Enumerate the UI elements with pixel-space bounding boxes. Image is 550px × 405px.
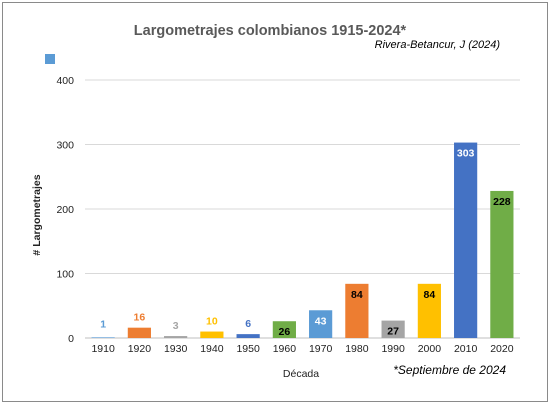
x-axis-label: Década — [283, 368, 319, 380]
bars: 1 16 3 10 6 26 43 84 27 84 303 228 — [91, 142, 514, 338]
bar-1930 — [164, 336, 188, 338]
x-tick-label: 1970 — [309, 343, 333, 355]
bar-1960 — [272, 321, 296, 338]
bar-2000 — [417, 283, 441, 338]
y-axis-ticks: 0 100 200 300 400 — [56, 75, 74, 345]
data-label-1970: 43 — [315, 315, 327, 327]
data-label-1990: 27 — [387, 326, 399, 338]
y-tick-label: 400 — [56, 75, 74, 87]
x-tick-label: 1910 — [91, 343, 115, 355]
y-axis-label: # Largometrajes — [31, 174, 43, 255]
x-tick-label: 1940 — [200, 343, 224, 355]
y-tick-label: 0 — [68, 333, 74, 345]
chart-title: Largometrajes colombianos 1915-2024* — [134, 23, 407, 39]
data-label-1980: 84 — [351, 289, 363, 301]
legend-marker — [45, 54, 55, 64]
footnote: *Septiembre de 2024 — [393, 363, 506, 377]
x-tick-label: 1960 — [273, 343, 297, 355]
bar-1970 — [309, 310, 333, 338]
x-tick-label: 2010 — [454, 343, 478, 355]
gridlines — [85, 79, 520, 339]
data-label-1950: 6 — [245, 318, 251, 330]
data-label-1940: 10 — [206, 316, 218, 328]
y-tick-label: 300 — [56, 140, 74, 152]
x-tick-label: 1930 — [164, 343, 188, 355]
bar-2020 — [490, 190, 514, 338]
bar-2010 — [454, 142, 478, 338]
x-tick-label: 1980 — [345, 343, 369, 355]
x-tick-label: 2020 — [490, 343, 514, 355]
x-tick-label: 1950 — [236, 343, 260, 355]
y-tick-label: 200 — [56, 204, 74, 216]
data-label-1930: 3 — [173, 320, 179, 332]
bar-1990 — [381, 320, 405, 338]
data-label-2010: 303 — [457, 148, 475, 160]
bar-1980 — [345, 283, 369, 338]
data-label-1960: 26 — [279, 326, 291, 338]
data-label-1910: 1 — [100, 318, 106, 330]
x-axis-ticks: 1910 1920 1930 1940 1950 1960 1970 1980 1990 2000… — [91, 343, 513, 355]
data-label-1920: 16 — [134, 312, 146, 324]
x-tick-label: 1990 — [381, 343, 405, 355]
bar-1940 — [200, 331, 224, 338]
bar-1910 — [91, 337, 115, 338]
bar-1950 — [236, 334, 260, 338]
y-tick-label: 100 — [56, 269, 74, 281]
chart-author: Rivera-Betancur, J (2024) — [375, 39, 501, 51]
x-tick-label: 1920 — [128, 343, 152, 355]
data-label-2000: 84 — [424, 289, 436, 301]
bar-1920 — [127, 327, 151, 338]
x-tick-label: 2000 — [418, 343, 442, 355]
data-label-2020: 228 — [493, 196, 511, 208]
